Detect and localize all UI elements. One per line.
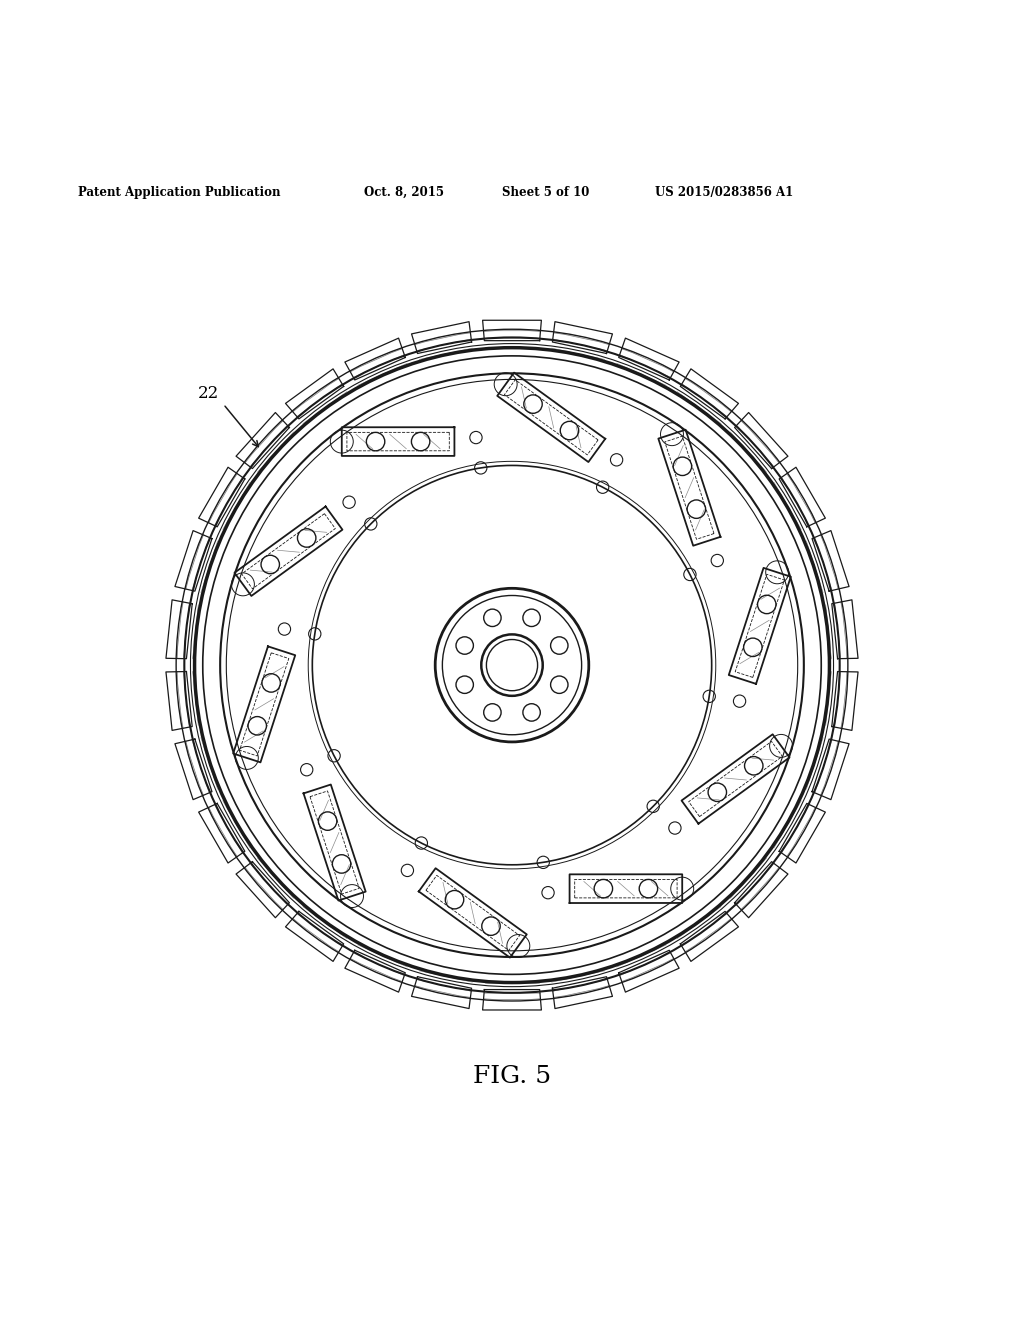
Text: FIG. 5: FIG. 5 xyxy=(473,1065,551,1088)
Text: Patent Application Publication: Patent Application Publication xyxy=(78,186,281,199)
Text: US 2015/0283856 A1: US 2015/0283856 A1 xyxy=(655,186,794,199)
Text: Sheet 5 of 10: Sheet 5 of 10 xyxy=(502,186,589,199)
Text: Oct. 8, 2015: Oct. 8, 2015 xyxy=(364,186,443,199)
Text: 22: 22 xyxy=(198,385,219,403)
